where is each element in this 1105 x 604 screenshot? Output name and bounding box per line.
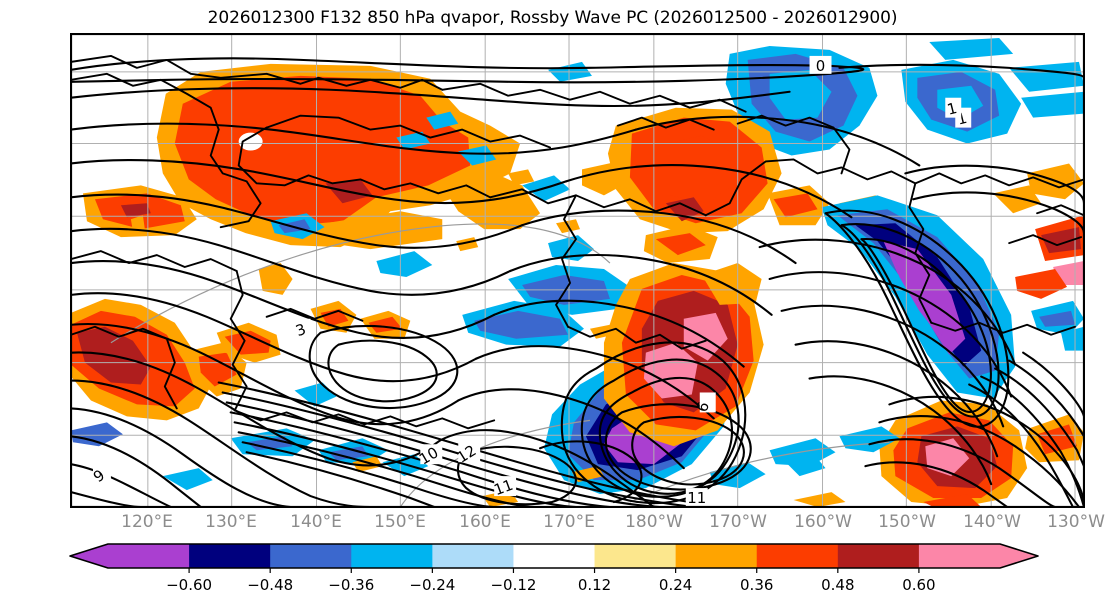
colorbar-segment [594, 544, 677, 568]
colorbar-tick-label: 0.12 [577, 576, 612, 594]
colorbar-tick-label: 0.36 [740, 576, 774, 594]
contour-label: 11 [687, 489, 706, 507]
shaded-anomaly-layer [71, 37, 1084, 507]
colorbar-segment [756, 544, 839, 568]
colorbar-tick-label: 0.24 [658, 576, 693, 594]
x-tick-label: 150°W [878, 512, 936, 532]
x-tick-label: 130°W [1047, 512, 1105, 532]
colorbar-segment [918, 544, 1001, 568]
colorbar-segment [675, 544, 758, 568]
colorbar-segment [432, 544, 515, 568]
x-tick-label: 160°W [794, 512, 852, 532]
chart-title: 2026012300 F132 850 hPa qvapor, Rossby W… [207, 8, 898, 28]
x-tick-label: 180°W [625, 512, 683, 532]
map-vector-layer: 0 1 3 6 9 10 11 12 11 1 [71, 34, 1084, 507]
colorbar-segment [837, 544, 920, 568]
contour-lines [71, 57, 1084, 507]
colorbar-tick-label: −0.36 [328, 576, 375, 594]
contour-label: 1 [945, 99, 959, 119]
colorbar-extend-max [1000, 544, 1038, 568]
colorbar-tick-label: −0.12 [490, 576, 537, 594]
colorbar-segment [189, 544, 271, 568]
x-tick-label: 140°W [963, 512, 1021, 532]
colorbar-segment [513, 544, 596, 568]
contour-label: 0 [816, 57, 826, 75]
plot-frame [71, 34, 1084, 507]
map-plot-area[interactable]: 0 1 3 6 9 10 11 12 11 1 [70, 33, 1085, 508]
colorbar-segment [108, 544, 190, 568]
colorbar-tick-label: −0.48 [247, 576, 294, 594]
x-tick-label: 170°W [709, 512, 767, 532]
colorbar-segment [270, 544, 352, 568]
x-tick-label: 170°E [543, 512, 595, 532]
x-tick-label: 160°E [459, 512, 511, 532]
colorbar-tick-label: 0.60 [902, 576, 936, 594]
colorbar-tick-label: 0.48 [821, 576, 855, 594]
colorbar[interactable]: −0.60 −0.48 −0.36 −0.24 −0.12 0.12 0.24 0.36 0.4… [0, 540, 1105, 604]
contour-label: 11 [491, 476, 515, 499]
x-tick-label: 130°E [205, 512, 257, 532]
x-tick-label: 150°E [374, 512, 426, 532]
x-tick-label: 140°E [290, 512, 342, 532]
colorbar-tick-label: −0.24 [409, 576, 456, 594]
colorbar-tick-label: −0.60 [166, 576, 213, 594]
colorbar-extend-min [70, 544, 108, 568]
colorbar-swatches[interactable] [0, 540, 1105, 578]
x-axis-tick-labels: 120°E 130°E 140°E 150°E 160°E 170°E 180°… [70, 512, 1105, 538]
colorbar-segment [351, 544, 433, 568]
x-tick-label: 120°E [121, 512, 173, 532]
